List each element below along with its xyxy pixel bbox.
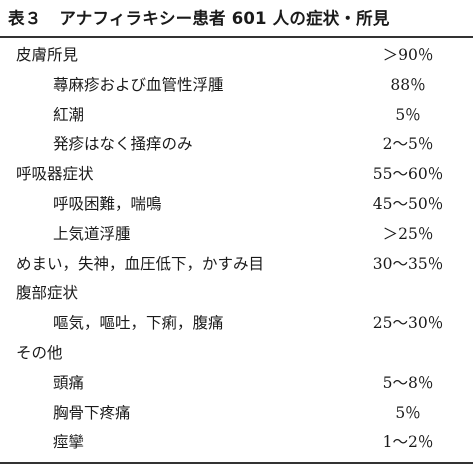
- table-row: 紅潮 5％: [0, 101, 473, 131]
- table-number: 表３: [8, 9, 42, 28]
- row-label: 腹部症状: [16, 284, 79, 303]
- table-title: 表３ アナフィラキシー患者 601 人の症状・所見: [8, 6, 390, 32]
- row-label: 紅潮: [53, 105, 85, 124]
- row-label: 呼吸困難，喘鳴: [53, 194, 162, 213]
- row-label: 発疹はなく掻痒のみ: [53, 135, 193, 154]
- row-label: めまい，失神，血圧低下，かすみ目: [16, 254, 265, 273]
- table-row: 呼吸困難，喘鳴 45～50％: [0, 190, 473, 220]
- table-row: 呼吸器症状 55～60％: [0, 160, 473, 190]
- row-value: 25～30％: [372, 314, 444, 333]
- row-value: 1～2％: [382, 433, 434, 452]
- table-row: 胸骨下疼痛 5％: [0, 399, 473, 429]
- table-row: めまい，失神，血圧低下，かすみ目 30～35％: [0, 250, 473, 280]
- symptom-table: 皮膚所見 ＞90％ 蕁麻疹および血管性浮腫 88％ 紅潮 5％ 発疹はなく掻痒の…: [0, 41, 473, 458]
- row-label: 皮膚所見: [16, 46, 79, 64]
- table-caption: アナフィラキシー患者 601 人の症状・所見: [59, 9, 390, 28]
- row-value: 88％: [390, 75, 426, 94]
- row-value: 5％: [395, 105, 421, 124]
- row-label: 嘔気，嘔吐，下痢，腹痛: [53, 314, 224, 333]
- row-label: 呼吸器症状: [16, 165, 94, 184]
- row-value: 45～50％: [372, 194, 444, 213]
- row-label: 胸骨下疼痛: [53, 403, 131, 422]
- row-value: ＞90％: [382, 46, 434, 64]
- row-value: ＞25％: [382, 224, 434, 243]
- row-value: 2～5％: [382, 135, 434, 154]
- row-label: 上気道浮腫: [53, 224, 131, 243]
- row-value: 30～35％: [372, 254, 444, 273]
- table-row: 腹部症状: [0, 279, 473, 309]
- top-rule: [0, 36, 473, 38]
- row-value: 5～8％: [382, 373, 434, 392]
- row-label: その他: [16, 343, 63, 362]
- row-value: 5％: [395, 403, 421, 422]
- table-row: その他: [0, 339, 473, 369]
- row-label: 頭痛: [53, 373, 85, 392]
- table-row: 嘔気，嘔吐，下痢，腹痛 25～30％: [0, 309, 473, 339]
- table-row: 皮膚所見 ＞90％: [0, 41, 473, 71]
- table-row: 発疹はなく掻痒のみ 2～5％: [0, 130, 473, 160]
- table-row: 上気道浮腫 ＞25％: [0, 220, 473, 250]
- table-row: 痙攣 1～2％: [0, 428, 473, 458]
- bottom-rule: [0, 462, 473, 464]
- row-label: 蕁麻疹および血管性浮腫: [53, 75, 224, 94]
- table-row: 頭痛 5～8％: [0, 369, 473, 399]
- table-row: 蕁麻疹および血管性浮腫 88％: [0, 71, 473, 101]
- row-label: 痙攣: [53, 433, 85, 452]
- row-value: 55～60％: [372, 165, 444, 184]
